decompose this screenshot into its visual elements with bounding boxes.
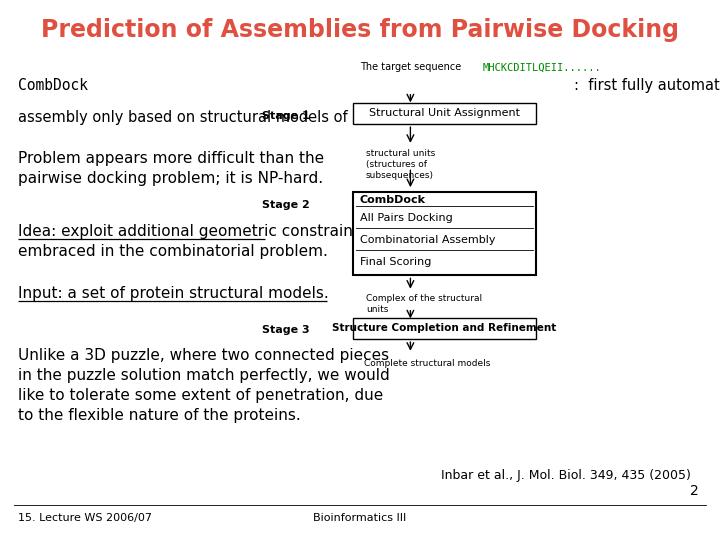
Text: Structure Completion and Refinement: Structure Completion and Refinement xyxy=(333,323,557,333)
Text: Unlike a 3D puzzle, where two connected pieces
in the puzzle solution match perf: Unlike a 3D puzzle, where two connected … xyxy=(18,348,390,423)
Text: Input: a set of protein structural models.: Input: a set of protein structural model… xyxy=(18,286,329,301)
Text: 15. Lecture WS 2006/07: 15. Lecture WS 2006/07 xyxy=(18,514,152,523)
Text: Complete structural models: Complete structural models xyxy=(364,359,490,368)
Text: structural units
(structures of
subsequences): structural units (structures of subseque… xyxy=(366,148,435,180)
Text: Combinatorial Assembly: Combinatorial Assembly xyxy=(360,235,495,245)
Text: Inbar et al., J. Mol. Biol. 349, 435 (2005): Inbar et al., J. Mol. Biol. 349, 435 (20… xyxy=(441,469,691,482)
Text: Prediction of Assemblies from Pairwise Docking: Prediction of Assemblies from Pairwise D… xyxy=(41,18,679,42)
Text: Structural Unit Assignment: Structural Unit Assignment xyxy=(369,109,520,118)
Text: CombDock: CombDock xyxy=(18,78,88,93)
Text: Final Scoring: Final Scoring xyxy=(360,257,431,267)
Bar xyxy=(353,103,536,124)
Text: :  first fully automated approach for predicting hetero multimolecular: : first fully automated approach for pre… xyxy=(575,78,720,93)
Text: Problem appears more difficult than the
pairwise docking problem; it is NP-hard.: Problem appears more difficult than the … xyxy=(18,151,324,186)
Text: The target sequence: The target sequence xyxy=(360,63,462,72)
Text: Stage 1: Stage 1 xyxy=(262,111,310,121)
Text: CombDock: CombDock xyxy=(360,195,426,205)
Text: Stage 2: Stage 2 xyxy=(262,200,310,210)
Text: All Pairs Docking: All Pairs Docking xyxy=(360,213,453,222)
Text: Bioinformatics III: Bioinformatics III xyxy=(313,514,407,523)
Text: 2: 2 xyxy=(690,484,698,498)
Text: Complex of the structural
units: Complex of the structural units xyxy=(366,294,482,314)
Text: Idea: exploit additional geometric constraints
embraced in the combinatorial pro: Idea: exploit additional geometric const… xyxy=(18,224,367,259)
Text: assembly only based on structural models of its protein subunits.: assembly only based on structural models… xyxy=(18,110,499,125)
Text: MHCKCDITLQEII......: MHCKCDITLQEII...... xyxy=(482,63,601,72)
Bar xyxy=(353,192,536,275)
Bar xyxy=(353,318,536,339)
Text: Stage 3: Stage 3 xyxy=(262,326,310,335)
